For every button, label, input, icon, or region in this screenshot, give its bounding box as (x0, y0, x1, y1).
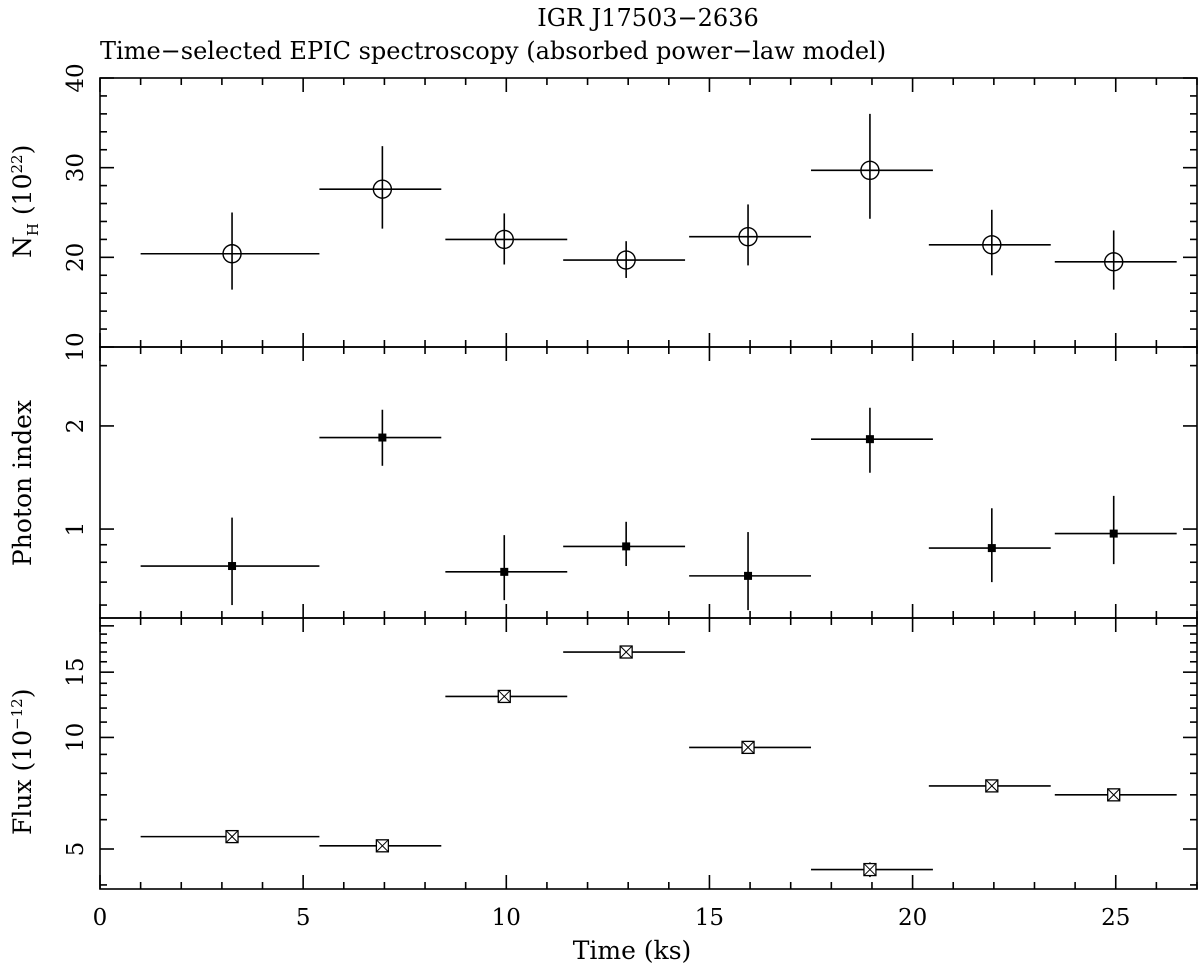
photon-index-point (622, 542, 631, 551)
y-tick-label: 30 (63, 153, 89, 182)
y-tick-label: 1 (63, 522, 89, 537)
flux-point-cross (376, 839, 389, 853)
y-tick-label: 5 (63, 842, 89, 857)
photon-index-point (987, 544, 996, 553)
panel-frame-flux (99, 617, 1198, 890)
data-marks (140, 113, 1177, 878)
flux-point-cross (741, 741, 755, 754)
panel-frames (99, 77, 1198, 890)
chart-title: IGR J17503−2636 (537, 4, 759, 32)
panel-frame-photon-index (99, 346, 1198, 619)
x-tick-label: 25 (1101, 905, 1130, 931)
x-tick-label: 10 (492, 905, 521, 931)
flux-point-cross (497, 690, 511, 703)
x-axis-label: Time (ks) (573, 936, 692, 965)
panel-frame-nh (99, 77, 1198, 348)
chart-subtitle: Time−selected EPIC spectroscopy (absorbe… (100, 37, 886, 65)
photon-index-point (228, 562, 237, 571)
photon-index-point (744, 571, 753, 580)
photon-index-point (500, 567, 509, 576)
y-tick-label: 2 (63, 419, 89, 434)
photon-index-point (378, 433, 387, 442)
axis-ticks (99, 77, 1198, 889)
x-tick-label: 15 (695, 905, 724, 931)
ylabel-flux: Flux (10−12) (8, 689, 37, 835)
ylabel-photon-index: Photon index (8, 400, 37, 566)
photon-index-point (1109, 529, 1118, 538)
flux-point-cross (985, 779, 999, 793)
ylabel-nh: NH (1022) (8, 145, 42, 258)
y-tick-label: 15 (63, 658, 89, 687)
y-tick-label: 20 (63, 243, 89, 272)
flux-point-cross (619, 645, 633, 659)
y-tick-label: 10 (63, 332, 89, 361)
photon-index-point (865, 435, 874, 444)
y-tick-label: 10 (63, 723, 89, 752)
flux-point-cross (863, 863, 877, 876)
y-tick-label: 40 (63, 63, 89, 92)
flux-point-cross (1107, 788, 1121, 802)
x-tick-label: 0 (93, 905, 108, 931)
x-tick-label: 5 (296, 905, 311, 931)
flux-point-cross (225, 830, 239, 843)
x-tick-label: 20 (898, 905, 927, 931)
